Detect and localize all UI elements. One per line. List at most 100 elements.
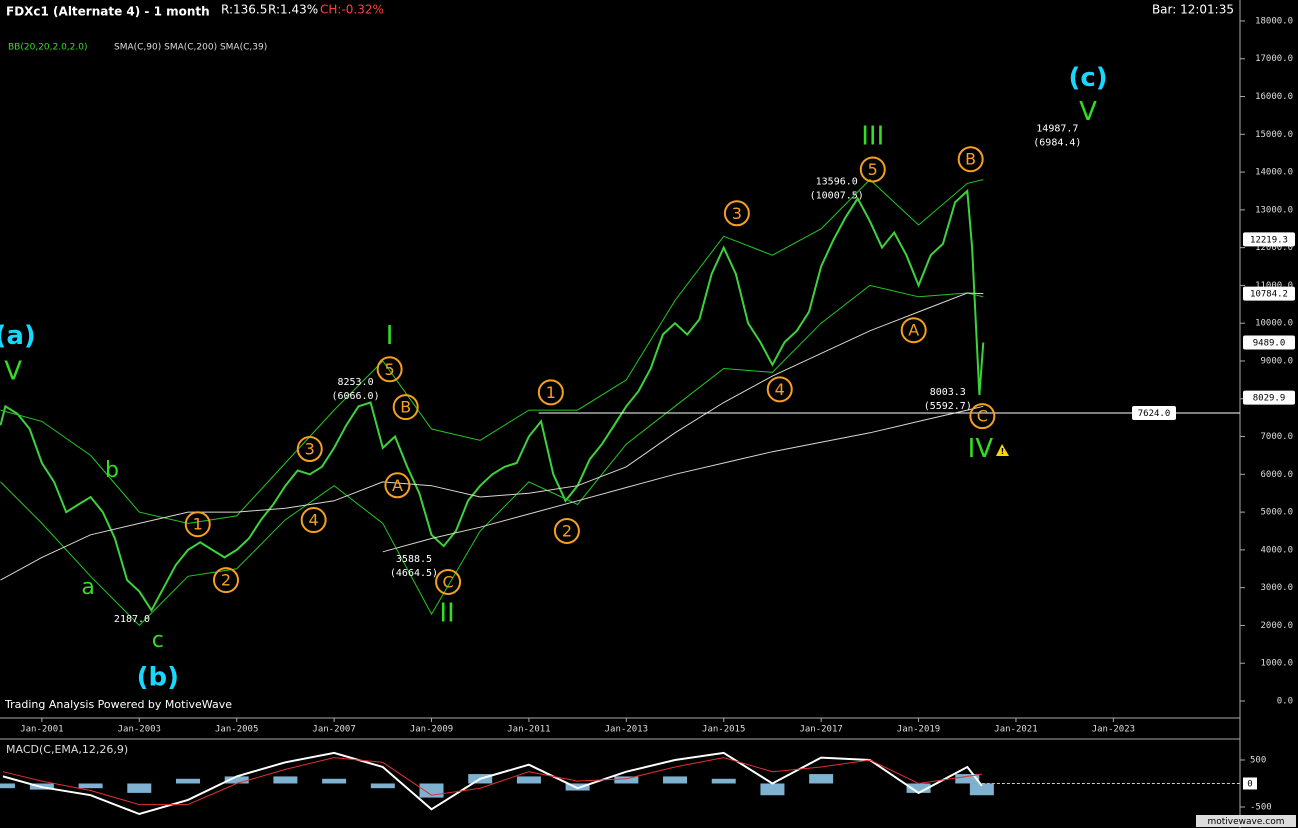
histogram-bar xyxy=(224,776,249,784)
annotation: B xyxy=(400,398,411,417)
change: CH:-0.32% xyxy=(320,3,384,17)
histogram-bar xyxy=(663,776,688,784)
site: motivewave.com xyxy=(1208,817,1285,827)
y-tick-label: 15000.0 xyxy=(1255,130,1293,140)
y-tick-label: 1000.0 xyxy=(1260,659,1293,669)
annotation: 3 xyxy=(305,440,315,459)
zero-tag-label: 0 xyxy=(1247,779,1252,789)
x-tick-label: Jan-2017 xyxy=(799,725,842,735)
y-tick-label: 9000.0 xyxy=(1260,356,1293,366)
annotation: 3588.5 xyxy=(396,554,432,565)
annotation: C xyxy=(442,572,453,591)
y-tick-label: 500 xyxy=(1250,755,1266,765)
histogram-bar xyxy=(322,778,347,784)
indicator-label: BB(20,20,2.0,2.0) xyxy=(8,43,87,53)
svg-text:!: ! xyxy=(1001,447,1005,456)
histogram-bar xyxy=(906,783,931,793)
wave-circle xyxy=(900,317,927,344)
x-tick-label: Jan-2001 xyxy=(20,725,63,735)
stat: R:1.43% xyxy=(268,3,318,17)
annotation: 2187.0 xyxy=(114,614,150,625)
y-tick-label: -500 xyxy=(1250,802,1272,812)
wave-circle xyxy=(212,567,239,594)
line-tag xyxy=(1132,405,1176,420)
y-tick-label: 4000.0 xyxy=(1260,545,1293,555)
histogram-bar xyxy=(760,783,785,796)
wave-circle xyxy=(553,517,580,544)
histogram-bar xyxy=(565,783,590,791)
price-tag-label: 12219.3 xyxy=(1250,235,1288,245)
y-tick-label: 10000.0 xyxy=(1255,319,1293,329)
wave-circle xyxy=(376,356,403,383)
x-tick-label: Jan-2013 xyxy=(605,725,648,735)
x-tick-label: Jan-2005 xyxy=(215,725,258,735)
annotation: 14987.7 xyxy=(1036,123,1078,134)
annotation: c xyxy=(152,628,164,653)
wave-circle xyxy=(435,568,462,595)
y-tick-label: 3000.0 xyxy=(1260,583,1293,593)
line-tag-label: 7624.0 xyxy=(1138,409,1171,419)
annotation: (5592.7) xyxy=(924,401,972,412)
price-tag xyxy=(1243,286,1295,301)
wave-circle xyxy=(969,403,996,430)
price-tag xyxy=(1243,335,1295,350)
y-tick-label: 18000.0 xyxy=(1255,16,1293,26)
series-line xyxy=(382,405,984,553)
x-tick-label: Jan-2009 xyxy=(410,725,453,735)
y-tick-label: 14000.0 xyxy=(1255,168,1293,178)
histogram-bar xyxy=(0,783,15,789)
wave-circle xyxy=(300,507,327,534)
wave-circle xyxy=(957,146,984,173)
y-tick-label: 12000.0 xyxy=(1255,243,1293,253)
site-box xyxy=(1196,815,1296,827)
annotation: V xyxy=(4,357,22,387)
credit: Trading Analysis Powered by MotiveWave xyxy=(4,698,232,711)
x-tick-label: Jan-2007 xyxy=(312,725,355,735)
annotation: A xyxy=(908,321,919,340)
annotation: 8003.3 xyxy=(930,387,966,398)
annotation: (6066.0) xyxy=(331,391,379,402)
price-tag-label: 10784.2 xyxy=(1250,290,1288,300)
y-tick-label: 16000.0 xyxy=(1255,92,1293,102)
zero-tag xyxy=(1243,777,1257,790)
annotation: I xyxy=(386,321,394,351)
annotation: 2 xyxy=(221,571,231,590)
x-tick-label: Jan-2015 xyxy=(702,725,745,735)
histogram-bar xyxy=(809,774,834,784)
series-line xyxy=(0,284,984,627)
y-tick-label: 2000.0 xyxy=(1260,621,1293,631)
annotation: (c) xyxy=(1068,63,1107,93)
annotation: 1 xyxy=(546,383,556,402)
wave-circle xyxy=(723,200,750,227)
x-tick-label: Jan-2003 xyxy=(118,725,161,735)
annotation: 4 xyxy=(775,380,785,399)
histogram-bar xyxy=(516,776,541,784)
bar-time: Bar: 12:01:35 xyxy=(1152,3,1234,17)
title: FDXc1 (Alternate 4) - 1 month xyxy=(6,5,210,19)
annotation: (4664.5) xyxy=(390,568,438,579)
annotation: 4 xyxy=(309,511,319,530)
x-tick-label: Jan-2019 xyxy=(897,725,940,735)
histogram-bar xyxy=(78,783,103,789)
annotation: (b) xyxy=(137,663,179,693)
annotation: 1 xyxy=(193,515,203,534)
histogram-bar xyxy=(127,783,152,793)
annotation: 2 xyxy=(562,521,572,540)
wave-circle xyxy=(766,376,793,403)
annotation: 3 xyxy=(732,204,742,223)
annotation: V xyxy=(1079,97,1097,127)
y-tick-label: 17000.0 xyxy=(1255,54,1293,64)
stat: R:136.5 xyxy=(221,3,267,17)
annotation: a xyxy=(81,575,94,600)
y-tick-label: 13000.0 xyxy=(1255,205,1293,215)
y-tick-label: 11000.0 xyxy=(1255,281,1293,291)
series-line xyxy=(2,757,982,806)
wave-circle xyxy=(859,156,886,183)
warning-icon: ! xyxy=(996,444,1009,456)
annotation: (a) xyxy=(0,321,36,351)
histogram-bar xyxy=(370,783,395,789)
annotation: 5 xyxy=(868,160,878,179)
price-tag-label: 8029.9 xyxy=(1253,394,1286,404)
